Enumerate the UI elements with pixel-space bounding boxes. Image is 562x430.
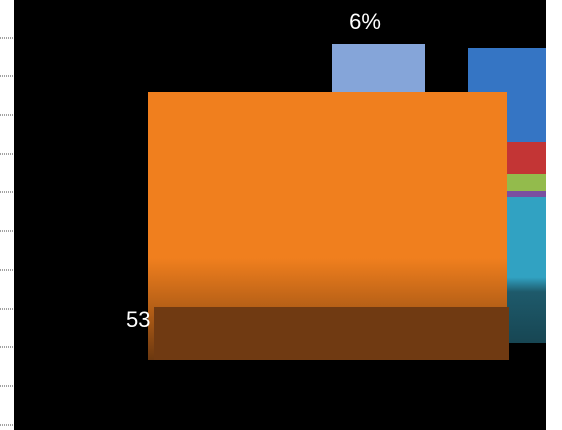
bar-53-base — [154, 307, 509, 360]
axis-ticks — [0, 37, 14, 426]
data-label-53: 53 — [126, 307, 150, 332]
data-label-6pct: 6% — [349, 9, 381, 34]
